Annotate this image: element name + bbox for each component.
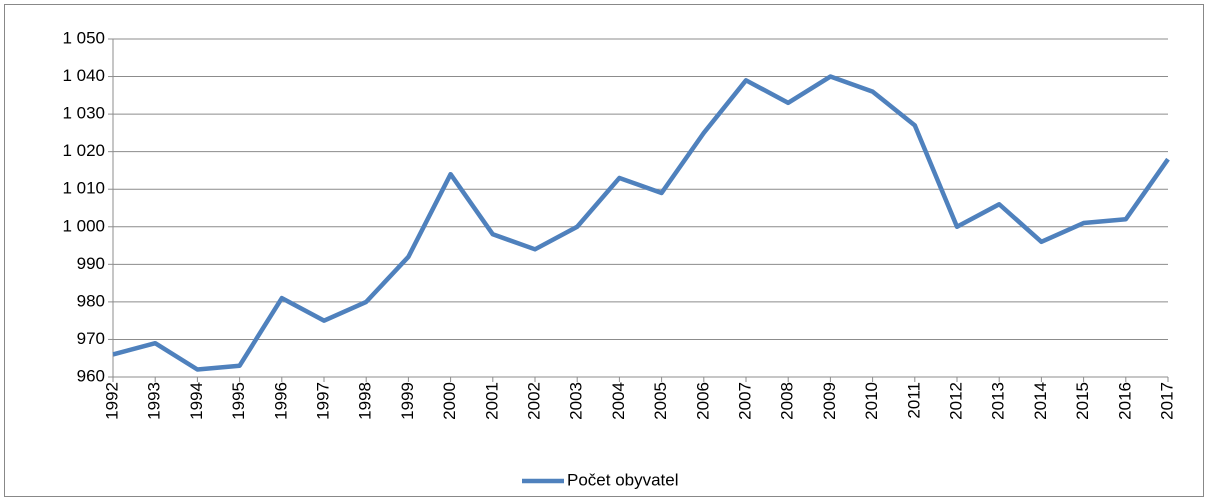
x-tick-label: 2017 (1157, 382, 1176, 420)
x-tick-label: 2012 (946, 382, 965, 420)
x-tick-label: 1995 (229, 382, 248, 420)
x-tick-label: 2002 (524, 382, 543, 420)
x-tick-label: 2013 (989, 382, 1008, 420)
x-tick-label: 1994 (187, 382, 206, 420)
x-tick-label: 1998 (356, 382, 375, 420)
x-tick-label: 2006 (693, 382, 712, 420)
x-tick-label: 2000 (440, 382, 459, 420)
x-tick-label: 2014 (1031, 382, 1050, 420)
line-series (112, 74, 1170, 372)
y-tick-label: 960 (77, 366, 105, 385)
x-tick-label: 1993 (145, 382, 164, 420)
y-tick-label: 980 (77, 291, 105, 310)
legend-label: Počet obyvatel (567, 470, 679, 489)
y-tick-label: 1 000 (62, 216, 105, 235)
y-tick-label: 1 020 (62, 141, 105, 160)
y-tick-label: 1 040 (62, 66, 105, 85)
y-tick-label: 970 (77, 329, 105, 348)
x-tick-label: 2003 (567, 382, 586, 420)
x-tick-label: 2016 (1115, 382, 1134, 420)
x-tick-label: 2015 (1073, 382, 1092, 420)
chart-frame (4, 4, 1204, 497)
x-tick-label: 2004 (609, 382, 628, 420)
y-tick-label: 1 050 (62, 28, 105, 47)
y-tick-label: 1 030 (62, 104, 105, 123)
x-tick-label: 2009 (820, 382, 839, 420)
x-tick-label: 2001 (482, 382, 501, 420)
x-tick-label: 2005 (651, 382, 670, 420)
x-tick-label: 2011 (904, 382, 923, 419)
x-tick-label: 1992 (102, 382, 121, 420)
y-tick-label: 990 (77, 254, 105, 273)
x-tick-label: 1996 (271, 382, 290, 420)
x-tick-label: 2008 (778, 382, 797, 420)
x-tick-label: 1997 (313, 382, 332, 420)
x-tick-label: 2007 (735, 382, 754, 420)
y-tick-label: 1 010 (62, 179, 105, 198)
x-tick-label: 2010 (862, 382, 881, 420)
x-tick-label: 1999 (398, 382, 417, 420)
